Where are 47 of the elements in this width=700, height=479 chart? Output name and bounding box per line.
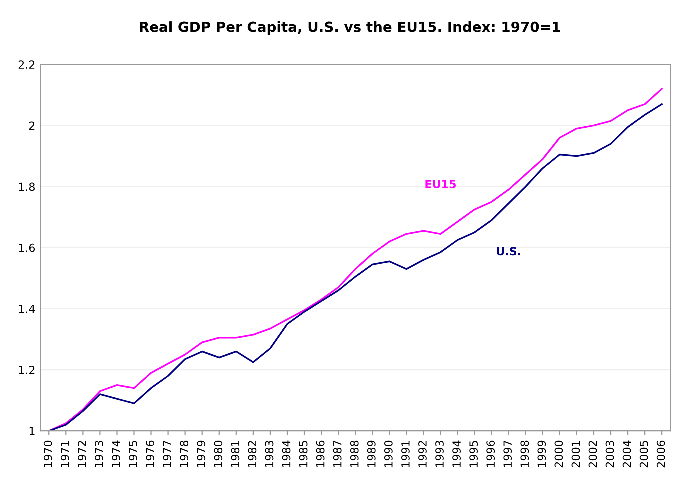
y-tick-label: 2.2: [18, 60, 35, 69]
x-tick-label: 1981: [231, 441, 240, 468]
x-tick-label: 1996: [486, 440, 496, 468]
x-tick-label: 1978: [180, 440, 189, 468]
x-tick-label: 1973: [95, 441, 104, 468]
y-tick-label: 2: [29, 122, 35, 130]
x-tick-label: 1980: [214, 440, 223, 468]
x-tick-label: 1970: [44, 440, 52, 468]
x-tick-label: 1999: [538, 440, 546, 468]
x-tick-label: 1987: [333, 441, 342, 468]
text: EU15: [426, 180, 456, 189]
x-tick-label: 1993: [436, 441, 444, 468]
x-tick-label: 1979: [197, 440, 206, 468]
y-tick-label: 1.6: [19, 244, 36, 252]
x-tick-label: 1997: [504, 441, 512, 468]
x-tick-label: 1974: [112, 440, 120, 468]
x-tick-label: 2006: [656, 440, 666, 468]
x-tick-label: 2002: [588, 441, 598, 468]
x-tick-label: 1989: [367, 440, 376, 468]
x-tick-label: 1977: [163, 441, 172, 468]
text: U.S.: [497, 247, 520, 256]
x-tick-label: 1992: [418, 441, 427, 468]
x-tick-label: 1995: [470, 441, 478, 468]
x-tick-label: 1984: [282, 440, 291, 468]
x-tick-label: 1986: [316, 440, 325, 468]
x-tick-label: 2000: [554, 440, 564, 468]
x-tick-label: 2003: [606, 441, 614, 468]
y-tick-label: 1.8: [19, 182, 35, 192]
x-tick-label: 2004: [622, 440, 632, 468]
y-tick-label: 1.2: [19, 366, 35, 374]
y-tick-label: 1.4: [19, 305, 36, 314]
x-tick-label: 1985: [299, 441, 308, 468]
x-tick-label: 2005: [640, 441, 648, 468]
x-tick-label: 1998: [520, 440, 530, 468]
x-tick-label: 1994: [452, 440, 461, 468]
x-tick-label: 2001: [572, 441, 580, 468]
x-tick-label: 1988: [350, 440, 359, 468]
chart-title: Real GDP Per Capita, U.S. vs the EU15. Index: 1970=1: [140, 22, 560, 35]
x-tick-label: 1972: [78, 441, 86, 468]
x-tick-label: 1976: [146, 440, 154, 468]
x-tick-label: 1971: [60, 441, 70, 468]
x-tick-label: 1982: [248, 441, 257, 468]
y-tick-label: 1: [30, 427, 35, 436]
x-tick-label: 1983: [265, 441, 274, 468]
x-tick-label: 1975: [129, 441, 138, 468]
x-tick-label: 1990: [384, 440, 393, 468]
x-tick-label: 1991: [402, 441, 410, 468]
